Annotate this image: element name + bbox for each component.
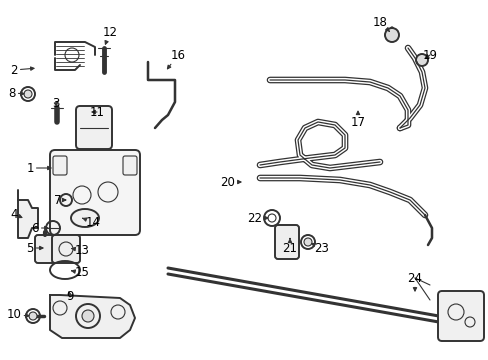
Text: 3: 3 — [52, 96, 60, 109]
Circle shape — [384, 28, 398, 42]
Text: 17: 17 — [350, 111, 365, 129]
Text: 24: 24 — [407, 271, 422, 291]
Text: 14: 14 — [82, 216, 101, 229]
Text: 8: 8 — [8, 86, 24, 99]
Text: 10: 10 — [6, 309, 29, 321]
Circle shape — [304, 238, 311, 246]
Text: 20: 20 — [220, 176, 241, 189]
Circle shape — [82, 310, 94, 322]
Text: 4: 4 — [10, 207, 22, 220]
Text: 18: 18 — [372, 15, 388, 31]
Text: 15: 15 — [71, 266, 89, 279]
FancyBboxPatch shape — [437, 291, 483, 341]
Text: 21: 21 — [282, 239, 297, 255]
Polygon shape — [50, 295, 135, 338]
Ellipse shape — [71, 209, 99, 227]
FancyBboxPatch shape — [123, 156, 137, 175]
Text: 1: 1 — [26, 162, 51, 175]
Polygon shape — [18, 190, 38, 238]
Text: 22: 22 — [247, 212, 267, 225]
FancyBboxPatch shape — [53, 156, 67, 175]
Text: 2: 2 — [10, 63, 34, 77]
Text: 5: 5 — [26, 242, 43, 255]
Text: 23: 23 — [311, 242, 329, 255]
Text: 16: 16 — [167, 49, 185, 69]
Text: 6: 6 — [31, 221, 48, 234]
Text: 13: 13 — [71, 243, 89, 257]
Text: 12: 12 — [102, 26, 117, 44]
Text: 19: 19 — [422, 49, 437, 62]
FancyBboxPatch shape — [274, 225, 298, 259]
FancyBboxPatch shape — [76, 106, 112, 149]
Circle shape — [24, 90, 32, 98]
FancyBboxPatch shape — [50, 150, 140, 235]
Text: 9: 9 — [66, 291, 74, 303]
Circle shape — [29, 312, 37, 320]
Circle shape — [415, 54, 427, 66]
FancyBboxPatch shape — [35, 235, 55, 263]
Text: 11: 11 — [89, 105, 104, 118]
Text: 7: 7 — [54, 194, 65, 207]
FancyBboxPatch shape — [52, 235, 80, 263]
